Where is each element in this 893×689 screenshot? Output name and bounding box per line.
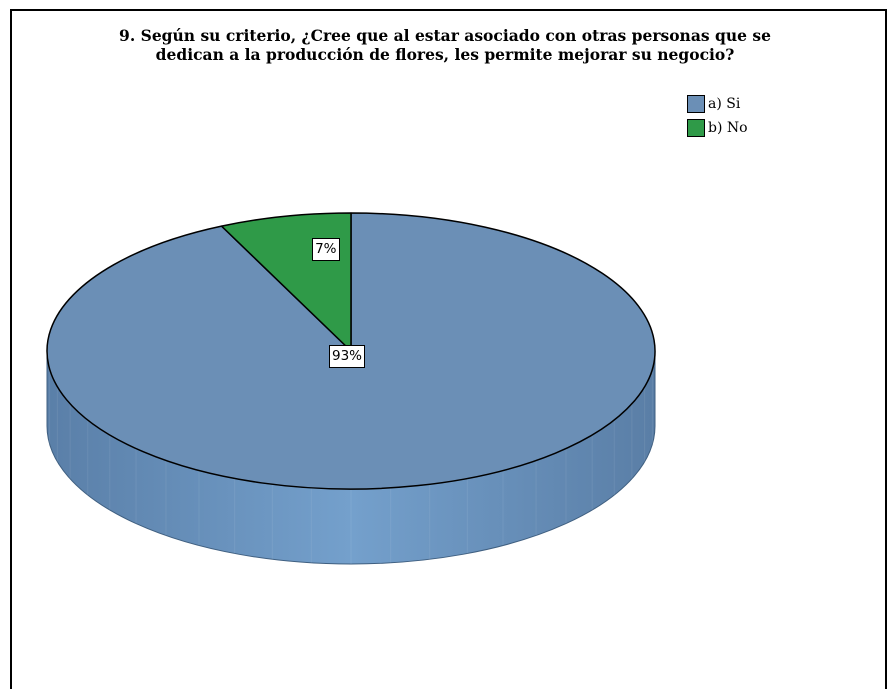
legend-label-no: b) No	[708, 120, 748, 136]
data-label-no: 7%	[312, 237, 340, 261]
chart-title-line-1: 9. Según su criterio, ¿Cree que al estar…	[119, 26, 771, 45]
legend-swatch-si	[687, 95, 705, 113]
chart-title: 9. Según su criterio, ¿Cree que al estar…	[40, 26, 850, 64]
legend-item-no: b) No	[687, 116, 748, 140]
legend-swatch-no	[687, 119, 705, 137]
legend-label-si: a) Si	[708, 96, 741, 112]
chart-legend: a) Si b) No	[687, 92, 748, 140]
chart-title-line-2: dedican a la producción de flores, les p…	[155, 45, 735, 64]
data-label-si: 93%	[329, 345, 366, 368]
legend-item-si: a) Si	[687, 92, 748, 116]
